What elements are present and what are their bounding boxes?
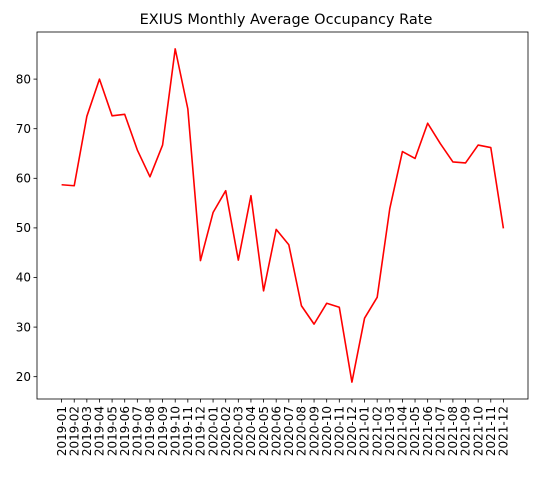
x-tick-label: 2019-03: [80, 406, 94, 456]
x-tick-label: 2020-11: [333, 406, 347, 456]
x-tick-label: 2020-06: [269, 406, 283, 456]
x-tick-label: 2020-09: [307, 406, 321, 456]
y-axis-ticks: 20 30 40 50 60 70 80: [16, 72, 37, 384]
x-tick-label: 2021-01: [358, 406, 372, 456]
x-tick-label: 2021-04: [396, 406, 410, 456]
y-tick-label: 30: [16, 320, 31, 334]
x-tick-label: 2020-10: [320, 406, 334, 456]
y-tick-label: 50: [16, 221, 31, 235]
x-tick-label: 2021-02: [370, 406, 384, 456]
x-tick-label: 2021-06: [421, 406, 435, 456]
x-tick-label: 2021-12: [497, 406, 511, 456]
x-tick-label: 2019-01: [55, 406, 69, 456]
x-tick-label: 2021-11: [484, 406, 498, 456]
y-tick-label: 40: [16, 271, 31, 285]
y-tick-label: 70: [16, 122, 31, 136]
x-tick-label: 2019-05: [105, 406, 119, 456]
y-tick-label: 80: [16, 72, 31, 86]
plot-axes: [36, 31, 529, 400]
x-tick-label: 2019-02: [67, 406, 81, 456]
chart-title: EXIUS Monthly Average Occupancy Rate: [140, 12, 433, 28]
x-tick-label: 2021-07: [433, 406, 447, 456]
plot-frame: [36, 31, 529, 400]
x-tick-label: 2020-05: [257, 406, 271, 456]
x-tick-label: 2020-01: [206, 406, 220, 456]
x-tick-label: 2020-08: [295, 406, 309, 456]
x-tick-label: 2019-07: [131, 406, 145, 456]
x-tick-label: 2020-12: [345, 406, 359, 456]
x-tick-label: 2019-12: [194, 406, 208, 456]
x-tick-label: 2019-11: [181, 406, 195, 456]
x-tick-label: 2019-06: [118, 406, 132, 456]
x-tick-label: 2021-03: [383, 406, 397, 456]
x-tick-label: 2019-08: [143, 406, 157, 456]
x-tick-label: 2019-04: [93, 406, 107, 456]
y-tick-label: 20: [16, 370, 31, 384]
x-tick-label: 2019-09: [156, 406, 170, 456]
x-tick-label: 2020-02: [219, 406, 233, 456]
x-tick-label: 2020-03: [232, 406, 246, 456]
x-tick-label: 2020-04: [244, 406, 258, 456]
series-line: [61, 48, 505, 383]
x-tick-label: 2021-05: [408, 406, 422, 456]
x-tick-label: 2021-08: [446, 406, 460, 456]
x-tick-label: 2019-10: [168, 406, 182, 456]
x-tick-label: 2021-10: [471, 406, 485, 456]
series-group: [61, 48, 505, 383]
y-tick-label: 60: [16, 172, 31, 186]
x-tick-label: 2020-07: [282, 406, 296, 456]
x-tick-label: 2021-09: [459, 406, 473, 456]
x-axis-ticks: 2019-012019-022019-032019-042019-052019-…: [55, 399, 511, 456]
